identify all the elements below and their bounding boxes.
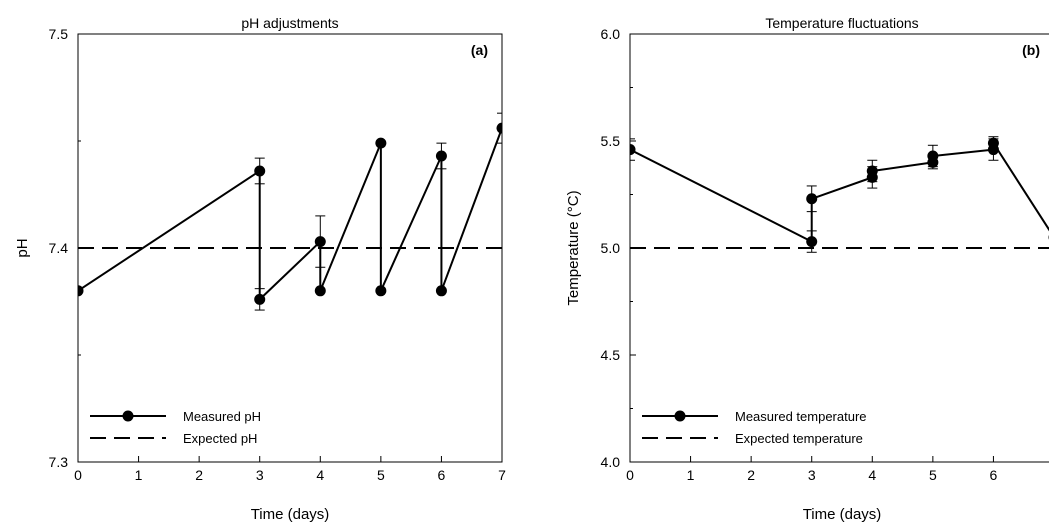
panel-b-legend-measured-label: Measured temperature (735, 409, 867, 424)
panel-b-data-point (927, 150, 939, 162)
panel-b-letter: (b) (1022, 42, 1040, 58)
panel-a-legend-measured-marker (122, 410, 134, 422)
panel-a-x-tick-label: 3 (256, 467, 264, 483)
panel-b-y-tick-label: 5.5 (601, 133, 621, 149)
panel-a-data-point (435, 285, 447, 297)
panel-b-data-point (630, 144, 636, 156)
panel-a-data-point (314, 285, 326, 297)
panel-a-x-tick-label: 0 (74, 467, 82, 483)
panel-a: pH adjustments (a) Time (days) pH 0 1 2 3 4 5… (14, 15, 507, 523)
panel-a-title: pH adjustments (241, 15, 338, 31)
panel-b-data-point (806, 193, 818, 205)
panel-b-x-axis-label: Time (days) (803, 506, 882, 523)
panel-b-legend-measured-marker (674, 410, 686, 422)
panel-a-y-tick-label: 7.3 (49, 454, 69, 470)
panel-a-x-tick-label: 7 (498, 467, 506, 483)
panel-a-y-axis-label: pH (14, 238, 31, 257)
panel-b-x-tick-label: 2 (747, 467, 755, 483)
panel-b-y-tick-label: 6.0 (601, 26, 621, 42)
panel-b-y-tick-label: 4.5 (601, 347, 621, 363)
panel-a-series-layer (78, 112, 502, 311)
panel-b-x-tick-label: 3 (808, 467, 816, 483)
panel-b-y-axis-label: Temperature (°C) (565, 190, 582, 305)
panel-a-x-tick-label: 6 (438, 467, 446, 483)
panel-a-plot: 0 1 2 3 4 5 6 7 7.3 7.4 7.5 Measured pH Expected pH (49, 26, 507, 483)
panel-b: Temperature fluctuations (b) Time (days)… (565, 15, 1049, 523)
panel-a-data-point (254, 293, 266, 305)
panel-b-x-tick-label: 1 (687, 467, 695, 483)
panel-b-x-tick-label: 6 (990, 467, 998, 483)
panel-b-data-point (866, 165, 878, 177)
panel-a-x-tick-label: 1 (135, 467, 143, 483)
panel-b-y-tick-label: 4.0 (601, 454, 621, 470)
panel-a-legend-expected-label: Expected pH (183, 431, 257, 446)
panel-a-data-point (375, 137, 387, 149)
panel-a-y-tick-label: 7.5 (49, 26, 69, 42)
panel-a-letter: (a) (471, 42, 488, 58)
panel-a-data-point (254, 165, 266, 177)
panel-b-measured-line (630, 139, 1049, 244)
panel-b-x-tick-label: 5 (929, 467, 937, 483)
panel-b-title: Temperature fluctuations (765, 15, 918, 31)
panel-a-x-axis-label: Time (days) (251, 506, 330, 523)
panel-a-legend-measured-label: Measured pH (183, 409, 261, 424)
panel-b-data-point (987, 137, 999, 149)
panel-a-data-point (78, 285, 84, 297)
panel-b-series-layer (630, 136, 1049, 253)
panel-a-data-point (496, 122, 502, 134)
panel-a-measured-line (78, 127, 502, 302)
panel-b-x-tick-label: 0 (626, 467, 634, 483)
panel-a-data-point (375, 285, 387, 297)
panel-b-x-tick-label: 4 (868, 467, 876, 483)
panel-a-y-tick-label: 7.4 (49, 240, 69, 256)
panel-b-plot: 0 1 2 3 4 5 6 4.0 4.5 5.0 5.5 6.0 Measured temperatu… (601, 26, 1049, 483)
panel-a-x-tick-label: 5 (377, 467, 385, 483)
panel-a-data-point (435, 150, 447, 162)
panel-a-data-point (314, 236, 326, 248)
panel-a-x-tick-label: 4 (316, 467, 324, 483)
panel-b-data-point (806, 236, 818, 248)
panel-b-legend-expected-label: Expected temperature (735, 431, 863, 446)
panel-b-y-tick-label: 5.0 (601, 240, 621, 256)
panel-a-x-tick-label: 2 (195, 467, 203, 483)
